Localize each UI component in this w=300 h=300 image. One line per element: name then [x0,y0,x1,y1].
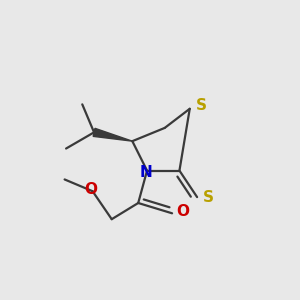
Text: S: S [195,98,206,113]
Text: S: S [203,190,214,205]
Text: N: N [139,165,152,180]
Polygon shape [93,128,132,141]
Text: O: O [176,204,189,219]
Text: O: O [85,182,98,197]
